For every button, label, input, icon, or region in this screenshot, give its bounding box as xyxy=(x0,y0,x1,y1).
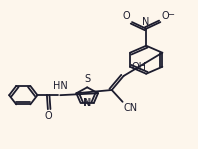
Text: HN: HN xyxy=(53,82,68,91)
Text: N: N xyxy=(143,17,150,27)
Text: O: O xyxy=(123,11,130,21)
Text: O: O xyxy=(162,11,169,21)
Text: −: − xyxy=(167,10,174,19)
Text: N: N xyxy=(84,98,91,108)
Text: S: S xyxy=(85,74,91,84)
Text: O: O xyxy=(44,111,52,121)
Text: CN: CN xyxy=(123,103,137,113)
Text: OH: OH xyxy=(132,62,147,72)
Text: N: N xyxy=(83,98,90,108)
